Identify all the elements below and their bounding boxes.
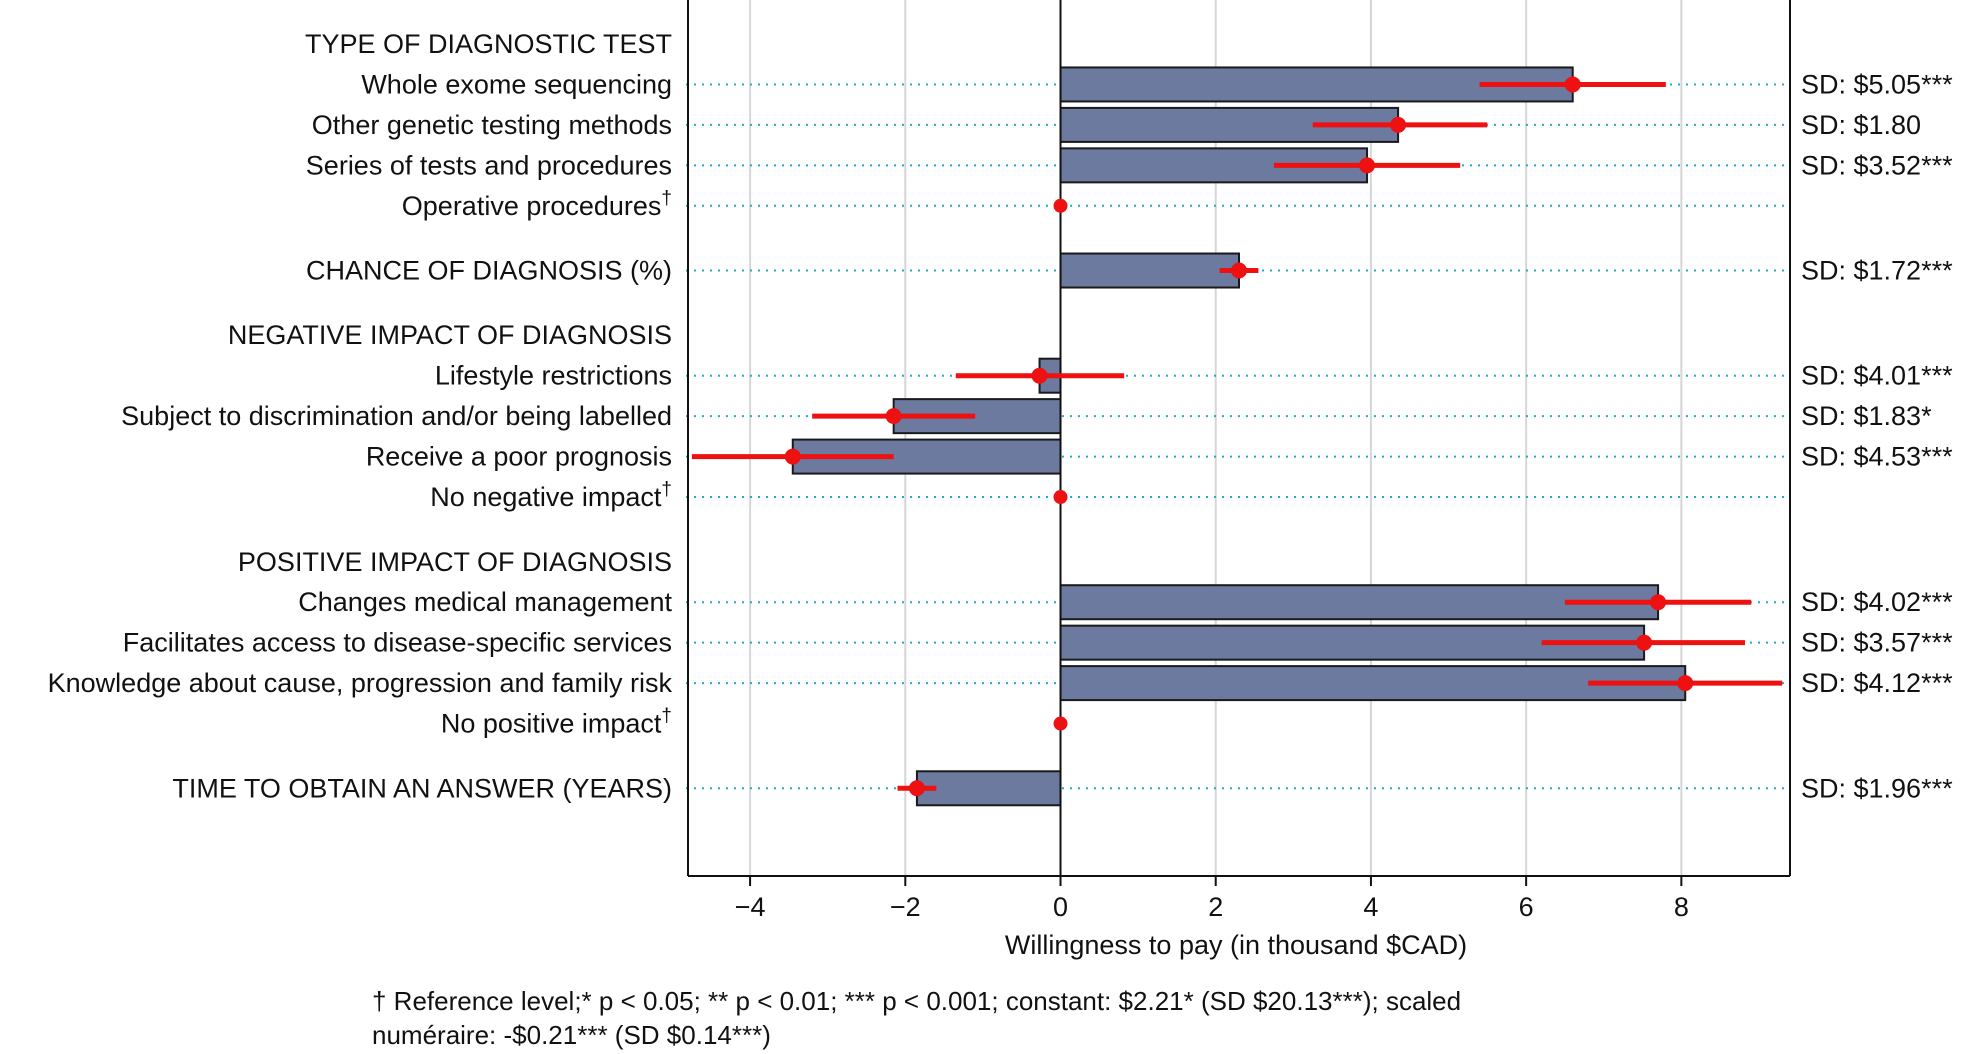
sd-label: SD: $3.52*** <box>1801 150 1953 180</box>
row-label-text: No negative impact <box>430 482 662 512</box>
point-estimate <box>1390 116 1407 133</box>
row-label-text: Other genetic testing methods <box>312 110 672 140</box>
footnote-line-2: numéraire: -$0.21*** (SD $0.14***) <box>372 1020 771 1050</box>
row-label-text: Lifestyle restrictions <box>435 361 672 391</box>
row-label: Subject to discrimination and/or being l… <box>121 401 672 431</box>
row-label-text: Receive a poor prognosis <box>366 442 672 472</box>
row-label-text: Subject to discrimination and/or being l… <box>121 401 672 431</box>
point-estimate <box>908 780 925 797</box>
reference-mark: † <box>661 479 672 500</box>
point-estimate <box>1053 716 1068 731</box>
grid-lines <box>749 0 1683 876</box>
row-labels: TYPE OF DIAGNOSTIC TEST Whole exome seque… <box>48 29 673 803</box>
footnote: † Reference level;* p < 0.05; ** p < 0.0… <box>372 984 1672 1052</box>
sd-label: SD: $4.12*** <box>1801 668 1953 698</box>
row-label: Receive a poor prognosis <box>366 442 672 472</box>
row-label: Lifestyle restrictions <box>435 361 672 391</box>
point-estimate <box>1231 262 1247 279</box>
sd-label: SD: $1.83* <box>1801 401 1932 431</box>
sd-label: SD: $5.05*** <box>1801 69 1953 99</box>
row-label-text: Knowledge about cause, progression and f… <box>48 668 673 698</box>
row-label-text: TIME TO OBTAIN AN ANSWER (YEARS) <box>172 773 672 803</box>
row-label-text: TYPE OF DIAGNOSTIC TEST <box>305 29 672 59</box>
group-header: TYPE OF DIAGNOSTIC TEST <box>305 29 672 59</box>
reference-mark: † <box>661 706 672 727</box>
point-estimate <box>1564 76 1581 93</box>
x-tick-label: 2 <box>1208 892 1223 922</box>
group-header: NEGATIVE IMPACT OF DIAGNOSIS <box>228 320 672 350</box>
point-estimate <box>784 448 801 465</box>
row-label: Other genetic testing methods <box>312 110 672 140</box>
x-tick-label: 0 <box>1053 892 1068 922</box>
sd-label: SD: $4.53*** <box>1801 442 1953 472</box>
point-estimate <box>1053 198 1068 213</box>
row-label-text: NEGATIVE IMPACT OF DIAGNOSIS <box>228 320 672 350</box>
point-estimate <box>1053 490 1068 505</box>
point-estimate <box>1031 367 1048 384</box>
sd-label: SD: $1.80 <box>1801 110 1921 140</box>
bar <box>1059 665 1687 702</box>
row-label: TIME TO OBTAIN AN ANSWER (YEARS) <box>172 773 672 803</box>
point-estimate <box>1677 675 1694 692</box>
x-tick-label: 6 <box>1519 892 1534 922</box>
x-ticks: −4 −2 0 2 4 6 8 <box>735 876 1689 922</box>
sd-label: SD: $1.72*** <box>1801 256 1953 286</box>
point-estimate <box>1636 634 1653 651</box>
group-header: POSITIVE IMPACT OF DIAGNOSIS <box>238 547 672 577</box>
row-label: Facilitates access to disease-specific s… <box>123 628 672 658</box>
x-tick-label: 8 <box>1674 892 1689 922</box>
point-estimate <box>1359 157 1376 174</box>
point-estimate <box>885 408 902 425</box>
row-label-text: Series of tests and procedures <box>306 150 672 180</box>
bars <box>791 66 1687 807</box>
row-label-text: Changes medical management <box>298 587 672 617</box>
sd-label: SD: $4.01*** <box>1801 361 1953 391</box>
row-label: Changes medical management <box>298 587 672 617</box>
x-tick-label: −4 <box>735 892 766 922</box>
row-label: No negative impact† <box>430 479 672 512</box>
row-label-text: Facilitates access to disease-specific s… <box>123 628 672 658</box>
sd-label: SD: $3.57*** <box>1801 628 1953 658</box>
confidence-intervals <box>691 76 1783 797</box>
row-label: Series of tests and procedures <box>306 150 672 180</box>
reference-mark: † <box>661 188 672 209</box>
row-label: Whole exome sequencing <box>361 69 672 99</box>
sd-label: SD: $1.96*** <box>1801 773 1953 803</box>
row-label: Operative procedures† <box>402 188 672 221</box>
sd-labels: SD: $5.05*** SD: $1.80 SD: $3.52*** SD: $1.… <box>1801 69 1953 803</box>
sd-label: SD: $4.02*** <box>1801 587 1953 617</box>
row-label-text: Whole exome sequencing <box>361 69 672 99</box>
footnote-line-1: † Reference level;* p < 0.05; ** p < 0.0… <box>372 986 1462 1016</box>
x-axis-title: Willingness to pay (in thousand $CAD) <box>1005 930 1467 960</box>
bar <box>1059 252 1241 289</box>
x-tick-label: 4 <box>1363 892 1378 922</box>
row-label-text: POSITIVE IMPACT OF DIAGNOSIS <box>238 547 672 577</box>
row-label: Knowledge about cause, progression and f… <box>48 668 673 698</box>
row-label-text: No positive impact <box>441 709 662 739</box>
row-label-text: CHANCE OF DIAGNOSIS (%) <box>306 256 672 286</box>
bar <box>915 770 1062 807</box>
x-tick-label: −2 <box>890 892 921 922</box>
row-label-text: Operative procedures <box>402 191 662 221</box>
row-label: No positive impact† <box>441 706 672 739</box>
row-label: CHANCE OF DIAGNOSIS (%) <box>306 256 672 286</box>
point-estimate <box>1650 594 1667 611</box>
